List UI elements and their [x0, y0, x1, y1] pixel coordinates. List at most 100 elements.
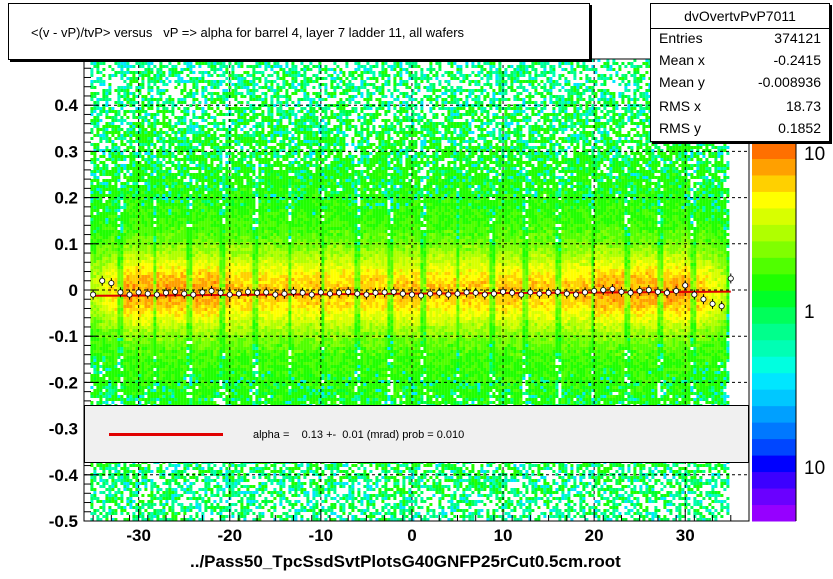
stat-row-mean-x: Mean x -0.2415 [651, 52, 829, 74]
stat-value: -0.008936 [758, 74, 821, 90]
color-scale-bin [752, 290, 796, 307]
profile-point [191, 292, 196, 297]
y-tick-label: 0.2 [54, 189, 78, 208]
chart-title: <(v - vP)/tvP> versus vP => alpha for ba… [31, 25, 464, 40]
fit-legend: alpha = 0.13 +- 0.01 (mrad) prob = 0.010 [84, 405, 749, 463]
stat-label: RMS y [659, 120, 701, 136]
profile-point [227, 292, 232, 297]
profile-point [136, 290, 141, 295]
profile-point [200, 290, 205, 295]
y-tick-label: 0 [69, 281, 78, 300]
color-scale-bin [752, 455, 796, 472]
profile-point [309, 292, 314, 297]
profile-point [537, 291, 542, 296]
profile-point [109, 280, 114, 285]
profile-point [519, 292, 524, 297]
profile-point [355, 291, 360, 296]
color-scale-bin [752, 488, 796, 505]
profile-point [318, 290, 323, 295]
profile-point [582, 290, 587, 295]
stat-label: RMS x [659, 98, 701, 114]
color-scale-label: 10 [804, 144, 825, 165]
y-tick-label: 0.4 [54, 96, 78, 115]
profile-point [601, 287, 606, 292]
color-scale-bin [752, 241, 796, 258]
profile-point [209, 288, 214, 293]
profile-point [346, 289, 351, 294]
x-tick-label: 10 [494, 526, 513, 545]
profile-point [172, 289, 177, 294]
y-tick-label: -0.2 [49, 373, 78, 392]
color-scale-bin [752, 224, 796, 241]
y-tick-label: 0.1 [54, 235, 78, 254]
profile-point [473, 290, 478, 295]
profile-point [564, 291, 569, 296]
profile-point [428, 291, 433, 296]
profile-point [719, 304, 724, 309]
color-scale-bin [752, 257, 796, 274]
profile-point [127, 292, 132, 297]
profile-point [163, 290, 168, 295]
profile-point [118, 290, 123, 295]
profile-point [300, 290, 305, 295]
profile-point [728, 276, 733, 281]
profile-point [437, 290, 442, 295]
statistics-box: dvOvertvPvP7011 Entries 374121 Mean x -0… [650, 3, 830, 142]
profile-point [400, 291, 405, 296]
color-scale-bin [752, 472, 796, 489]
profile-point [182, 291, 187, 296]
color-scale-bin [752, 158, 796, 175]
profile-point [528, 290, 533, 295]
profile-point [145, 291, 150, 296]
profile-point [482, 292, 487, 297]
profile-point [364, 292, 369, 297]
profile-point [637, 288, 642, 293]
profile-point [510, 290, 515, 295]
color-scale-label: 10 [804, 458, 825, 479]
profile-point [491, 291, 496, 296]
profile-point [245, 289, 250, 294]
fit-legend-line [109, 433, 223, 436]
profile-point [628, 290, 633, 295]
profile-point [273, 292, 278, 297]
profile-point [373, 290, 378, 295]
x-tick-label: 30 [676, 526, 695, 545]
color-scale-bin [752, 406, 796, 423]
profile-point [592, 288, 597, 293]
profile-point [710, 301, 715, 306]
stat-row-mean-y: Mean y -0.008936 [651, 74, 829, 96]
profile-point [336, 290, 341, 295]
profile-point [91, 292, 96, 297]
profile-point [446, 292, 451, 297]
profile-point [464, 290, 469, 295]
color-scale-bin [752, 323, 796, 340]
stat-label: Entries [659, 30, 703, 46]
color-scale-bin [752, 307, 796, 324]
stat-row-entries: Entries 374121 [651, 30, 829, 52]
y-tick-label: -0.5 [49, 512, 78, 531]
profile-point [154, 292, 159, 297]
x-tick-label: -30 [126, 526, 151, 545]
color-scale-bin [752, 208, 796, 225]
profile-point [573, 292, 578, 297]
profile-point [500, 289, 505, 294]
stat-value: -0.2415 [774, 52, 821, 68]
stat-label: Mean y [659, 74, 705, 90]
profile-point [282, 291, 287, 296]
color-scale-bin [752, 142, 796, 159]
color-scale-bin [752, 439, 796, 456]
profile-point [619, 289, 624, 294]
profile-point [264, 290, 269, 295]
profile-point [683, 283, 688, 288]
profile-point [610, 286, 615, 291]
profile-point [555, 289, 560, 294]
profile-point [655, 289, 660, 294]
stat-label: Mean x [659, 52, 705, 68]
stat-value: 18.73 [786, 98, 821, 114]
profile-point [692, 292, 697, 297]
x-tick-label: 0 [407, 526, 416, 545]
y-tick-label: -0.4 [49, 466, 79, 485]
profile-point [546, 290, 551, 295]
stat-value: 0.1852 [778, 120, 821, 136]
color-scale-bin [752, 274, 796, 291]
